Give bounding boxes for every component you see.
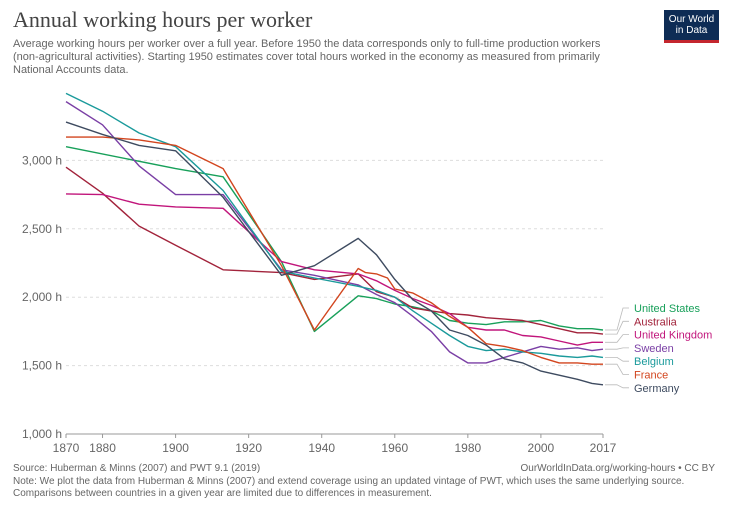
legend-label: Germany [634,383,680,395]
logo-line-2: in Data [675,25,708,36]
series-line [66,136,603,365]
series-line [65,121,604,386]
y-tick-label: 2,500 h [22,222,62,236]
x-tick-label: 2017 [590,441,617,455]
legend-label: United States [634,303,701,315]
series-line [65,193,603,346]
legend-label: France [634,370,668,382]
legend-label: Australia [634,316,678,328]
series-line [65,92,604,359]
logo-accent-bar [664,40,719,43]
chart-title: Annual working hours per worker [13,7,313,32]
note-text: Note: We plot the data from Huberman & M… [13,476,685,499]
legend-connector [605,334,629,343]
x-tick-label: 1880 [89,441,116,455]
series-line [65,146,604,333]
x-tick-label: 1870 [53,441,80,455]
y-tick-label: 2,000 h [22,290,62,304]
legend-connector [605,307,629,331]
legend-connector [605,384,629,389]
legend-connector [605,363,629,375]
x-tick-label: 1980 [454,441,481,455]
series-line [65,101,604,364]
logo-line-1: Our World [668,14,715,25]
legend-label: Belgium [634,356,674,368]
x-tick-label: 1900 [162,441,189,455]
source-text: Source: Huberman & Minns (2007) and PWT … [13,463,261,474]
legend-label: Sweden [634,343,674,355]
legend-label: United Kingdom [634,330,712,342]
y-tick-label: 1,500 h [22,359,62,373]
series-line [65,166,604,335]
y-tick-label: 3,000 h [22,153,62,167]
x-tick-label: 1960 [381,441,408,455]
x-tick-label: 1920 [235,441,262,455]
x-tick-label: 1940 [308,441,335,455]
x-tick-label: 2000 [528,441,555,455]
y-tick-label: 1,000 h [22,427,62,441]
owid-logo[interactable]: Our World in Data [664,10,719,43]
chart-subtitle: Average working hours per worker over a … [13,38,601,76]
legend-connector [605,347,629,350]
source-url-link[interactable]: OurWorldInData.org/working-hours • CC BY [520,463,716,474]
legend-connector [605,357,629,362]
legend-connector [605,320,629,335]
